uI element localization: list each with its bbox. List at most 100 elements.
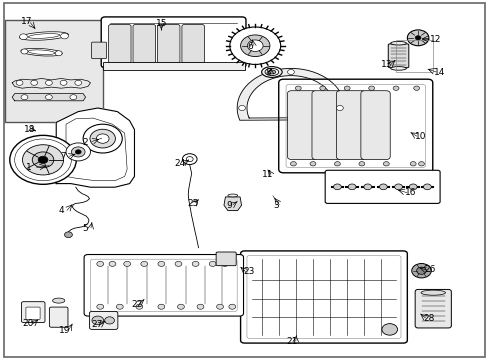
Text: 18: 18	[23, 125, 35, 134]
Circle shape	[141, 261, 147, 266]
Ellipse shape	[21, 48, 62, 56]
FancyBboxPatch shape	[414, 289, 450, 328]
Text: 8: 8	[264, 68, 270, 77]
Circle shape	[409, 162, 415, 166]
Circle shape	[407, 30, 428, 46]
Ellipse shape	[267, 70, 275, 74]
FancyBboxPatch shape	[84, 255, 243, 316]
Text: 5: 5	[82, 224, 88, 233]
Circle shape	[15, 139, 71, 181]
Polygon shape	[237, 68, 344, 120]
Circle shape	[32, 152, 54, 168]
Ellipse shape	[28, 50, 55, 54]
Circle shape	[392, 86, 398, 90]
Text: 27: 27	[91, 320, 102, 329]
Ellipse shape	[20, 32, 68, 40]
Text: 12: 12	[428, 35, 440, 44]
Circle shape	[71, 147, 85, 157]
Ellipse shape	[390, 41, 406, 45]
Circle shape	[55, 51, 62, 56]
FancyBboxPatch shape	[360, 91, 389, 159]
Ellipse shape	[390, 67, 406, 70]
Text: 2: 2	[82, 138, 88, 147]
Text: 4: 4	[58, 206, 64, 215]
Circle shape	[411, 264, 430, 278]
Text: 11: 11	[262, 170, 273, 179]
Circle shape	[20, 34, 27, 40]
Circle shape	[175, 261, 182, 266]
Circle shape	[228, 304, 235, 309]
Circle shape	[333, 184, 341, 190]
Circle shape	[416, 267, 426, 274]
Circle shape	[38, 156, 48, 163]
Text: 17: 17	[21, 17, 33, 26]
Circle shape	[136, 304, 142, 309]
Ellipse shape	[53, 298, 64, 303]
Ellipse shape	[261, 67, 282, 77]
Circle shape	[319, 86, 325, 90]
Text: 10: 10	[414, 132, 426, 141]
Circle shape	[334, 162, 340, 166]
FancyBboxPatch shape	[133, 24, 155, 63]
Bar	[5, 20, 102, 122]
Circle shape	[96, 134, 109, 143]
Circle shape	[423, 184, 430, 190]
Circle shape	[186, 157, 193, 162]
Circle shape	[104, 317, 114, 324]
Circle shape	[92, 316, 103, 325]
Circle shape	[61, 33, 68, 39]
Circle shape	[75, 80, 81, 85]
Circle shape	[336, 105, 343, 111]
Circle shape	[158, 261, 164, 266]
Circle shape	[309, 162, 315, 166]
FancyBboxPatch shape	[287, 91, 316, 159]
Text: 3: 3	[273, 201, 279, 210]
FancyBboxPatch shape	[216, 252, 236, 266]
Circle shape	[16, 80, 23, 85]
Circle shape	[221, 261, 228, 266]
Text: 13: 13	[380, 60, 391, 69]
Circle shape	[75, 150, 81, 154]
Circle shape	[363, 184, 371, 190]
Text: 24: 24	[174, 159, 185, 168]
Circle shape	[368, 86, 374, 90]
Circle shape	[192, 261, 199, 266]
Circle shape	[197, 304, 203, 309]
Text: 23: 23	[243, 267, 255, 276]
Text: 9: 9	[225, 201, 231, 210]
Circle shape	[22, 145, 63, 175]
Bar	[239, 41, 249, 58]
Polygon shape	[56, 108, 134, 187]
FancyBboxPatch shape	[278, 79, 432, 173]
Circle shape	[418, 162, 424, 166]
Circle shape	[408, 184, 416, 190]
FancyBboxPatch shape	[325, 170, 439, 203]
FancyBboxPatch shape	[311, 91, 341, 159]
Circle shape	[394, 184, 402, 190]
Polygon shape	[224, 197, 241, 211]
Circle shape	[158, 304, 164, 309]
Circle shape	[21, 95, 28, 100]
FancyBboxPatch shape	[101, 17, 245, 68]
Text: 25: 25	[187, 199, 199, 208]
FancyBboxPatch shape	[108, 24, 131, 63]
Circle shape	[123, 261, 130, 266]
Ellipse shape	[28, 33, 60, 39]
Circle shape	[229, 27, 280, 64]
FancyBboxPatch shape	[387, 44, 408, 68]
Circle shape	[109, 261, 116, 266]
Circle shape	[45, 95, 52, 100]
Circle shape	[247, 40, 263, 51]
Text: 1: 1	[25, 163, 31, 172]
Bar	[395, 40, 432, 72]
Circle shape	[344, 86, 349, 90]
FancyBboxPatch shape	[91, 42, 106, 59]
Text: 20: 20	[22, 320, 34, 328]
Circle shape	[182, 154, 197, 165]
Circle shape	[97, 261, 103, 266]
Circle shape	[414, 36, 420, 40]
FancyBboxPatch shape	[336, 91, 365, 159]
Circle shape	[60, 80, 67, 85]
Circle shape	[379, 184, 386, 190]
Text: 14: 14	[433, 68, 445, 77]
